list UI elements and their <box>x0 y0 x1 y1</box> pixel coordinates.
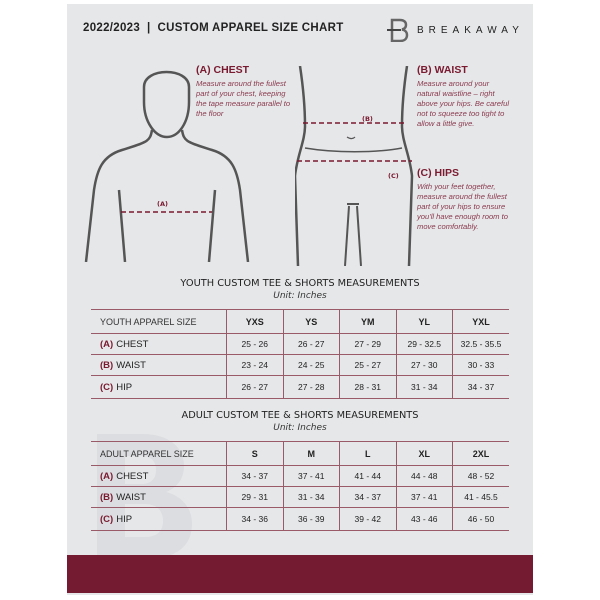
chest-text: Measure around the fullest part of your … <box>196 79 291 118</box>
row-letter: (A) <box>100 470 114 482</box>
cell: 25 - 26 <box>226 333 283 355</box>
row-letter: (C) <box>100 381 114 393</box>
youth-table-unit: Unit: Inches <box>273 291 327 301</box>
waist-hips-figure-illustration <box>295 66 414 266</box>
cell: 36 - 39 <box>282 507 340 531</box>
table-row: (A) CHEST 25 - 26 26 - 27 27 - 29 29 - 32… <box>91 333 509 355</box>
cell: 48 - 52 <box>452 465 509 487</box>
cell: 30 - 33 <box>452 354 509 376</box>
row-name: WAIST <box>116 359 146 371</box>
header-cell: S <box>226 441 283 466</box>
header-cell: YM <box>339 309 396 334</box>
row-name: HIP <box>116 513 133 525</box>
chest-heading: (A) CHEST <box>196 64 250 76</box>
cell: 43 - 46 <box>395 507 453 531</box>
row-letter: (B) <box>100 359 114 371</box>
row-label: (B) WAIST <box>91 486 227 508</box>
row-label: (A) CHEST <box>91 465 227 487</box>
adult-table-title: ADULT CUSTOM TEE & SHORTS MEASUREMENTS <box>181 410 419 421</box>
cell: 24 - 25 <box>282 354 340 376</box>
header-cell: YL <box>395 309 453 334</box>
size-chart-panel: 2022/2023 | CUSTOM APPAREL SIZE CHART BR… <box>67 4 533 595</box>
row-name: WAIST <box>116 491 146 503</box>
row-label: (C) HIP <box>91 507 227 531</box>
header-cell: XL <box>395 441 453 466</box>
row-letter: (A) <box>100 338 114 350</box>
cell: 26 - 27 <box>226 375 283 399</box>
adult-size-table: ADULT APPAREL SIZE S M L XL 2XL (A) CHEST… <box>91 441 509 531</box>
header-cell: L <box>339 441 396 466</box>
cell: 27 - 29 <box>339 333 396 355</box>
cell: 27 - 30 <box>395 354 453 376</box>
header-cell: YXL <box>452 309 509 334</box>
row-label: (A) CHEST <box>91 333 227 355</box>
page-title: 2022/2023 | CUSTOM APPAREL SIZE CHART <box>83 22 344 34</box>
cell: 37 - 41 <box>282 465 340 487</box>
cell: 34 - 37 <box>226 465 283 487</box>
cell: 26 - 27 <box>282 333 340 355</box>
youth-table-title: YOUTH CUSTOM TEE & SHORTS MEASUREMENTS <box>180 278 420 289</box>
header-cell: YXS <box>226 309 283 334</box>
table-row: (B) WAIST 23 - 24 24 - 25 25 - 27 27 - 30… <box>91 354 509 376</box>
chest-figure-illustration <box>84 70 250 262</box>
cell: 46 - 50 <box>452 507 509 531</box>
header-cell: YS <box>282 309 340 334</box>
row-name: HIP <box>116 381 133 393</box>
brand-name: BREAKAWAY <box>417 24 524 36</box>
cell: 31 - 34 <box>282 486 340 508</box>
youth-size-table: YOUTH APPAREL SIZE YXS YS YM YL YXL (A) C… <box>91 309 509 399</box>
cell: 29 - 32.5 <box>395 333 453 355</box>
row-label: (B) WAIST <box>91 354 227 376</box>
waist-text: Measure around your natural waistline – … <box>417 79 510 128</box>
row-letter: (C) <box>100 513 114 525</box>
waist-marker-label: (B) <box>362 115 373 123</box>
cell: 41 - 44 <box>339 465 396 487</box>
table-row: (C) HIP 26 - 27 27 - 28 28 - 31 31 - 34 3… <box>91 375 509 399</box>
table-row: (B) WAIST 29 - 31 31 - 34 34 - 37 37 - 41… <box>91 486 509 508</box>
table-row: (A) CHEST 34 - 37 37 - 41 41 - 44 44 - 48… <box>91 465 509 487</box>
hips-marker-label: (C) <box>388 172 399 180</box>
adult-table-unit: Unit: Inches <box>273 423 327 433</box>
footer-band <box>67 555 533 593</box>
cell: 27 - 28 <box>282 375 340 399</box>
cell: 34 - 36 <box>226 507 283 531</box>
row-name: CHEST <box>116 470 149 482</box>
cell: 37 - 41 <box>395 486 453 508</box>
row-label: (C) HIP <box>91 375 227 399</box>
cell: 28 - 31 <box>339 375 396 399</box>
chest-instructions: (A) CHEST Measure around the fullest par… <box>196 64 294 119</box>
cell: 23 - 24 <box>226 354 283 376</box>
header-cell: ADULT APPAREL SIZE <box>91 441 227 466</box>
hips-heading: (C) HIPS <box>417 167 459 179</box>
header-cell: 2XL <box>452 441 509 466</box>
table-row: (C) HIP 34 - 36 36 - 39 39 - 42 43 - 46 4… <box>91 507 509 531</box>
waist-heading: (B) WAIST <box>417 64 468 76</box>
header-cell: M <box>282 441 340 466</box>
hips-text: With your feet together, measure around … <box>417 182 508 231</box>
row-letter: (B) <box>100 491 114 503</box>
brand-logo: BREAKAWAY <box>387 18 524 42</box>
waist-instructions: (B) WAIST Measure around your natural wa… <box>417 64 513 129</box>
cell: 32.5 - 35.5 <box>452 333 509 355</box>
cell: 39 - 42 <box>339 507 396 531</box>
table-header-row: ADULT APPAREL SIZE S M L XL 2XL <box>91 441 509 466</box>
brand-b-icon <box>387 18 409 42</box>
chest-marker-label: (A) <box>157 200 168 208</box>
header-cell: YOUTH APPAREL SIZE <box>91 309 227 334</box>
row-name: CHEST <box>116 338 149 350</box>
cell: 34 - 37 <box>452 375 509 399</box>
cell: 29 - 31 <box>226 486 283 508</box>
cell: 31 - 34 <box>395 375 453 399</box>
cell: 41 - 45.5 <box>452 486 509 508</box>
table-header-row: YOUTH APPAREL SIZE YXS YS YM YL YXL <box>91 309 509 334</box>
cell: 25 - 27 <box>339 354 396 376</box>
hips-instructions: (C) HIPS With your feet together, measur… <box>417 167 515 232</box>
cell: 44 - 48 <box>395 465 453 487</box>
cell: 34 - 37 <box>339 486 396 508</box>
